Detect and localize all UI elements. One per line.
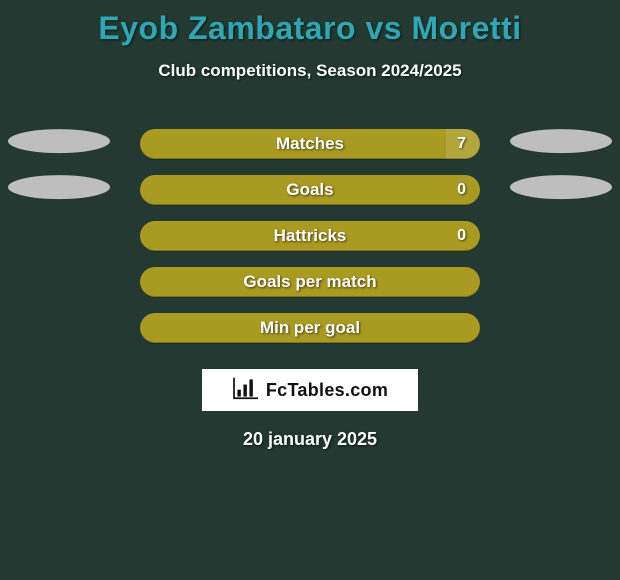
stat-rows: Matches 7 Goals 0 Hattricks 0 Goals per match M… xyxy=(0,121,620,351)
logo-text: FcTables.com xyxy=(266,380,388,401)
player-left-marker xyxy=(8,129,110,153)
player-right-marker xyxy=(510,175,612,199)
stat-label: Goals xyxy=(286,180,333,200)
stat-value: 0 xyxy=(457,227,466,245)
stat-label: Min per goal xyxy=(260,318,360,338)
stat-row: Matches 7 xyxy=(0,121,620,167)
stat-bar: Matches 7 xyxy=(140,129,480,159)
stat-row: Min per goal xyxy=(0,305,620,351)
page-subtitle: Club competitions, Season 2024/2025 xyxy=(0,61,620,81)
page-title: Eyob Zambataro vs Moretti xyxy=(0,0,620,47)
stat-label: Matches xyxy=(276,134,344,154)
fctables-logo[interactable]: FcTables.com xyxy=(202,369,418,411)
stat-bar: Hattricks 0 xyxy=(140,221,480,251)
stat-value: 0 xyxy=(457,181,466,199)
bar-chart-icon xyxy=(232,376,260,405)
stat-label: Hattricks xyxy=(274,226,347,246)
stat-row: Goals per match xyxy=(0,259,620,305)
stat-bar: Goals 0 xyxy=(140,175,480,205)
stat-row: Hattricks 0 xyxy=(0,213,620,259)
stat-value: 7 xyxy=(457,135,466,153)
stat-label: Goals per match xyxy=(243,272,376,292)
stat-bar: Min per goal xyxy=(140,313,480,343)
stat-bar: Goals per match xyxy=(140,267,480,297)
comparison-card: Eyob Zambataro vs Moretti Club competiti… xyxy=(0,0,620,580)
snapshot-date: 20 january 2025 xyxy=(0,429,620,450)
player-left-marker xyxy=(8,175,110,199)
player-right-marker xyxy=(510,129,612,153)
stat-row: Goals 0 xyxy=(0,167,620,213)
